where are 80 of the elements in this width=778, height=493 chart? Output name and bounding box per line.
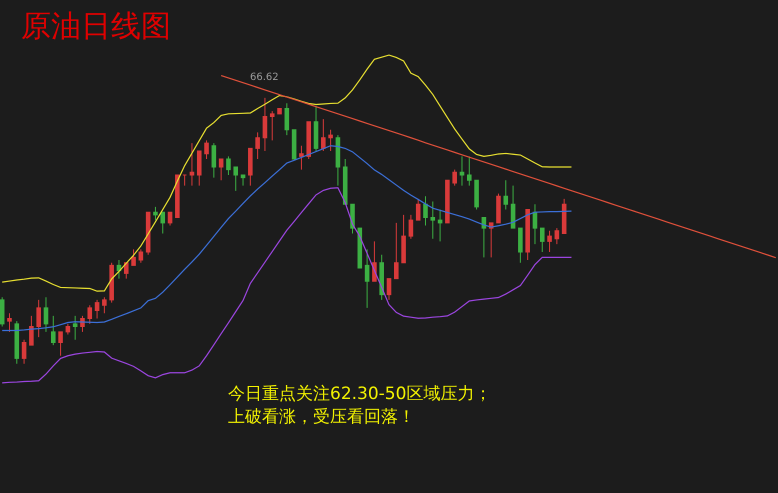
candlestick bbox=[299, 145, 304, 170]
candlestick bbox=[146, 212, 150, 256]
candlestick bbox=[240, 174, 246, 186]
candlestick bbox=[394, 222, 399, 280]
candlestick bbox=[138, 248, 144, 264]
candlestick bbox=[212, 142, 216, 178]
candlestick bbox=[336, 134, 340, 186]
candlestick bbox=[94, 299, 100, 320]
candlestick bbox=[438, 209, 442, 242]
candlestick bbox=[401, 214, 406, 264]
candlestick bbox=[7, 312, 12, 332]
candlestick bbox=[503, 180, 508, 210]
candlestick bbox=[218, 158, 224, 181]
candlestick bbox=[364, 248, 370, 308]
candlestick bbox=[50, 315, 56, 346]
candlestick bbox=[547, 230, 552, 253]
candlestick bbox=[131, 248, 136, 266]
candlestick bbox=[452, 169, 457, 186]
candlestick bbox=[306, 121, 312, 160]
text: 上破看涨，受压看回落！ bbox=[228, 407, 415, 427]
candlestick bbox=[408, 214, 414, 240]
candlestick bbox=[190, 142, 194, 186]
candlestick bbox=[36, 299, 41, 338]
candlestick bbox=[22, 339, 26, 364]
candlestick bbox=[44, 296, 48, 332]
candlestick bbox=[342, 158, 348, 205]
candlestick bbox=[0, 296, 4, 327]
candlestick bbox=[72, 315, 78, 340]
candlestick bbox=[525, 209, 530, 261]
text: 今日重点关注62.30-50区域压力； bbox=[228, 384, 492, 404]
candlestick bbox=[175, 174, 180, 218]
candlestick bbox=[116, 260, 122, 280]
candlestick bbox=[233, 166, 238, 192]
annotation: 66.62 bbox=[250, 72, 279, 83]
candlestick bbox=[284, 102, 290, 136]
candlestick bbox=[510, 185, 516, 229]
candlestick bbox=[277, 108, 282, 114]
candlestick bbox=[358, 228, 362, 269]
candlestick bbox=[482, 217, 486, 258]
candlestick bbox=[496, 193, 501, 224]
candlestick bbox=[488, 222, 494, 258]
candlestick bbox=[226, 156, 231, 176]
candlestick bbox=[160, 212, 166, 234]
candlestick bbox=[29, 315, 34, 346]
candlestick bbox=[255, 132, 260, 160]
candlestick bbox=[109, 262, 114, 304]
candlestick bbox=[460, 156, 464, 186]
candlestick bbox=[466, 156, 472, 186]
candlestick bbox=[168, 212, 172, 226]
candlestick bbox=[474, 180, 479, 210]
candlestick bbox=[554, 228, 560, 245]
candlestick bbox=[379, 254, 384, 300]
candlestick bbox=[532, 204, 538, 245]
candlestick bbox=[153, 206, 158, 221]
candlestick bbox=[386, 278, 392, 300]
candlestick bbox=[66, 323, 70, 335]
candlestick bbox=[196, 150, 202, 186]
candlestick bbox=[416, 198, 420, 221]
candlestick bbox=[540, 228, 545, 253]
candlestick bbox=[328, 129, 333, 152]
candlestick bbox=[14, 320, 20, 364]
candlestick bbox=[87, 304, 92, 324]
candlestick bbox=[562, 198, 566, 234]
candlestick bbox=[80, 315, 85, 332]
candlestick bbox=[58, 331, 63, 356]
candlestick bbox=[445, 180, 450, 224]
candlestick bbox=[270, 110, 275, 141]
chart-title: 原油日线图 bbox=[21, 9, 171, 44]
candlestick bbox=[292, 129, 296, 160]
candlestick bbox=[314, 105, 318, 152]
candlestick bbox=[248, 148, 253, 186]
candlestick bbox=[204, 140, 209, 160]
candlestick bbox=[182, 174, 187, 186]
candlestick bbox=[102, 296, 107, 314]
candlestick bbox=[321, 118, 326, 152]
candlestick bbox=[518, 228, 523, 264]
candlestick bbox=[430, 201, 436, 240]
candlestick bbox=[423, 196, 428, 226]
candlestick bbox=[124, 262, 129, 280]
candlestick bbox=[262, 97, 268, 152]
